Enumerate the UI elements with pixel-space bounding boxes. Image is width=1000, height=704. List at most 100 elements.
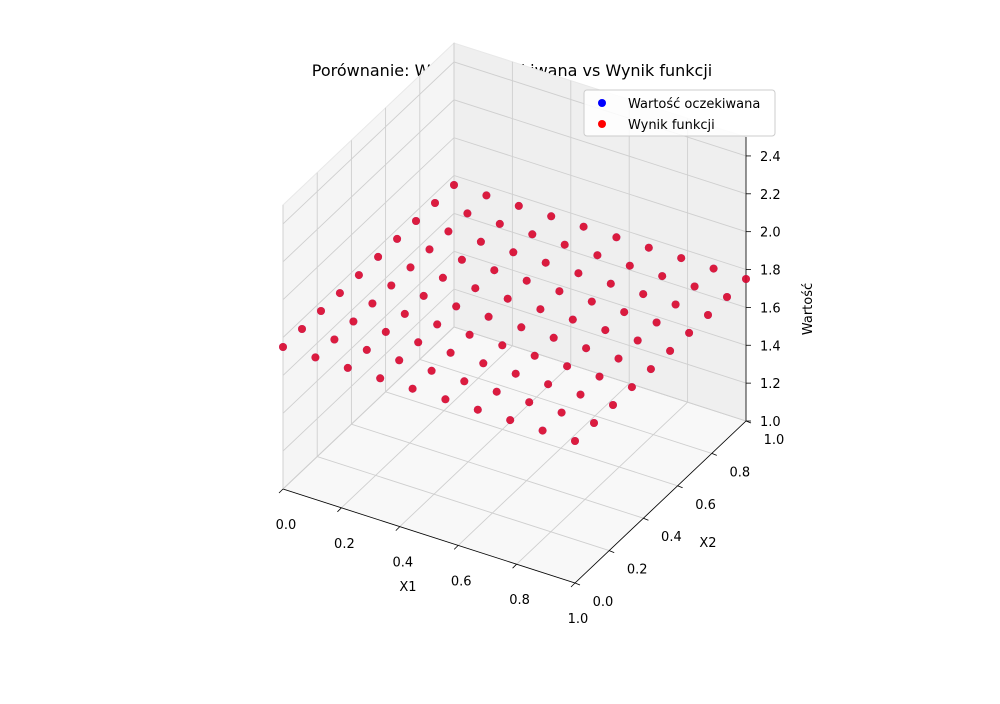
z-tick-label: 2.2 [760,188,781,203]
gridline-x2-floor [317,456,610,552]
z-tick-label: 2.0 [760,226,781,241]
gridline-z [282,174,747,338]
point-result [579,222,588,231]
point-result [590,419,598,427]
point-result [457,255,466,264]
gridline-z [282,326,747,490]
legend-box [583,89,776,137]
y-tick [677,485,683,489]
z-tick-label: 1.6 [760,301,781,316]
point-result [685,328,694,337]
point-result [362,345,371,354]
x-tick-label: 0.2 [334,537,355,552]
point-result [652,318,661,327]
point-result [536,305,545,314]
y-tick [574,582,581,586]
point-result [330,335,339,344]
point-result [690,282,699,291]
point-result [658,272,667,281]
point-result [503,294,512,303]
x-tick-label: 0.0 [276,518,297,533]
gridline-x2-floor [385,391,678,487]
x-tick [512,563,517,569]
gridline-z [282,212,747,376]
point-result [541,258,550,267]
z-axis-label: Wartość [801,283,816,335]
point-result [525,398,534,407]
point-result [444,227,453,236]
point-result [452,302,461,311]
point-result [576,390,585,399]
point-result [522,276,531,285]
point-result [463,209,472,218]
point-result [666,346,675,355]
point-result [427,366,436,375]
point-result [609,401,617,409]
axes-panes [282,41,747,584]
point-result [482,191,491,200]
point-result [476,237,485,246]
point-result [395,356,404,365]
x-tick [395,526,401,531]
point-result [742,275,750,283]
tick-labels: 0.0 0.2 0.4 0.6 0.8 1.0 0.0 0.2 0.4 0.6 0.8 1.0 1.0 1… [276,150,785,627]
point-result [381,327,390,336]
y-tick [643,517,649,521]
x-tick [278,488,284,494]
y-tick [711,453,717,456]
legend-label-expected: Wartość oczekiwana [628,97,760,112]
point-result [568,315,577,324]
point-result [677,254,686,263]
point-result [571,437,579,445]
point-result [555,287,564,296]
point-result [408,384,417,393]
point-result [560,240,569,249]
y-tick-label: 0.2 [627,563,648,578]
point-result [704,311,712,319]
x-tick-label: 0.4 [392,556,413,571]
point-result [343,363,352,372]
point-result [376,374,385,383]
point-result [349,317,358,326]
gridline-z [282,288,747,452]
legend: Wartość oczekiwana Wynik funkcji [583,89,776,137]
point-result [620,308,629,317]
point-result [441,395,450,404]
x-tick [570,582,576,588]
point-result [595,372,604,381]
y-tick-label: 1.0 [764,433,785,448]
point-result [593,251,602,260]
point-result [354,271,363,280]
x-tick [453,545,459,550]
point-result [465,330,474,339]
point-result [549,333,558,342]
legend-marker-result [598,120,606,128]
point-result [544,380,553,389]
point-result [431,199,439,207]
x-tick-label: 0.6 [451,574,472,589]
y-tick-label: 0.8 [729,465,750,480]
z-tick-label: 1.4 [760,339,781,354]
point-result [473,405,482,414]
point-result [492,387,501,396]
point-result [601,326,610,335]
point-result [633,336,642,345]
y-tick-label: 0.0 [593,595,614,610]
point-result [506,416,515,425]
point-result [723,293,731,301]
y-tick [609,550,615,553]
z-tick-label: 2.4 [760,150,781,165]
point-result [433,320,442,329]
point-result [446,348,455,357]
data-points [279,181,750,445]
point-result [509,248,518,257]
point-result [614,354,623,363]
y-axis-line [574,420,747,584]
point-result [639,290,648,299]
point-result [279,343,287,351]
point-result [574,269,583,278]
point-result [587,297,596,306]
point-result [490,266,499,275]
point-result [400,309,409,318]
